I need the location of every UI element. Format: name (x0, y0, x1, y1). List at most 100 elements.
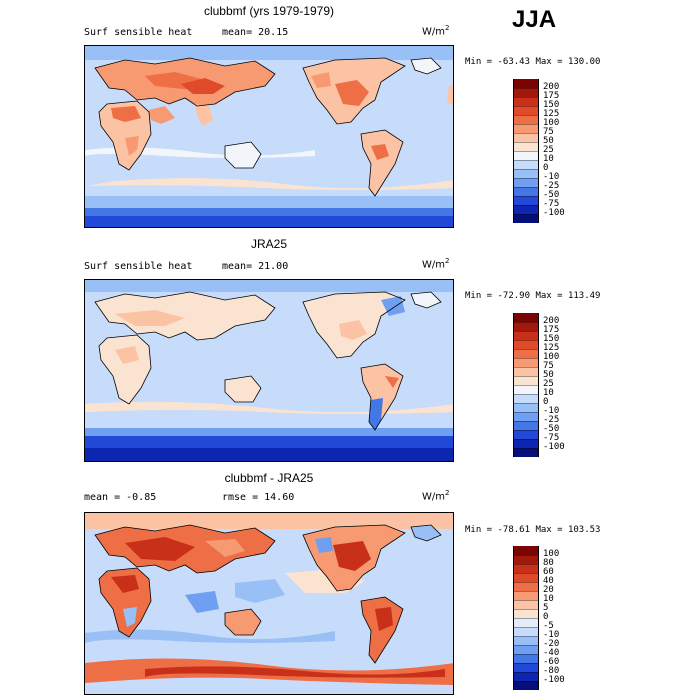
colorbar-swatch (514, 196, 538, 205)
colorbar-label: 20 (543, 585, 554, 595)
colorbar-label: -60 (543, 657, 560, 667)
colorbar-swatch (514, 582, 538, 591)
colorbar-label: 0 (543, 397, 549, 407)
mean-label: mean = -0.85 (84, 492, 157, 503)
colorbar-swatch (514, 115, 538, 124)
colorbar-swatch (514, 349, 538, 358)
colorbar-swatch (514, 313, 538, 322)
panel-title: JRA25 (250, 237, 288, 251)
colorbar-label: -10 (543, 172, 560, 182)
colorbar-label: 50 (543, 136, 554, 146)
colorbar-label: -10 (543, 630, 560, 640)
min-max-label: Min = -63.43 Max = 130.00 (465, 57, 601, 67)
colorbar-swatch (514, 627, 538, 636)
map-reference (84, 279, 454, 462)
colorbar-label: 125 (543, 343, 560, 353)
colorbar-label: 75 (543, 361, 554, 371)
colorbar-swatch (514, 151, 538, 160)
colorbar-label: -100 (543, 442, 565, 452)
colorbar-swatch (514, 564, 538, 573)
colorbar-swatch (514, 654, 538, 663)
colorbar-label: 60 (543, 567, 554, 577)
colorbar-swatch (514, 367, 538, 376)
colorbar-swatch (514, 439, 538, 448)
map-reference-svg (85, 280, 453, 461)
field-label: Surf sensible heat (84, 261, 193, 272)
colorbar-label: 10 (543, 594, 554, 604)
colorbar-swatch (514, 322, 538, 331)
colorbar-label: -50 (543, 424, 560, 434)
colorbar-swatch (514, 88, 538, 97)
unit-label: W/m2 (422, 489, 450, 503)
map-difference-svg (85, 513, 453, 694)
field-label: Surf sensible heat (84, 27, 193, 38)
colorbar-swatch (514, 394, 538, 403)
colorbar-swatch (514, 663, 538, 672)
colorbar-label: -50 (543, 190, 560, 200)
colorbar-label: 0 (543, 612, 549, 622)
colorbar-swatch (514, 546, 538, 555)
colorbar-swatch (514, 106, 538, 115)
colorbar-swatch (514, 573, 538, 582)
colorbar-label: 40 (543, 576, 554, 586)
map-model (84, 45, 454, 228)
map-difference (84, 512, 454, 695)
colorbar-label: 10 (543, 154, 554, 164)
colorbar-swatch (514, 187, 538, 196)
colorbar-swatch (514, 600, 538, 609)
min-max-label: Min = -78.61 Max = 103.53 (465, 525, 601, 535)
colorbar-label: 50 (543, 370, 554, 380)
min-max-label: Min = -72.90 Max = 113.49 (465, 291, 601, 301)
colorbar-swatch (514, 403, 538, 412)
colorbar-swatch (514, 421, 538, 430)
colorbar-label: -25 (543, 415, 560, 425)
panel-title: clubbmf (yrs 1979-1979) (203, 4, 335, 18)
colorbar-label: 125 (543, 109, 560, 119)
colorbar-swatch (514, 340, 538, 349)
colorbar-label: 10 (543, 388, 554, 398)
colorbar-label: 5 (543, 603, 549, 613)
mean-label: mean= 21.00 (222, 261, 289, 272)
colorbar-swatch (514, 160, 538, 169)
colorbar-label: -5 (543, 621, 554, 631)
colorbar-swatch (514, 205, 538, 214)
colorbar-swatch (514, 331, 538, 340)
colorbar-label: 100 (543, 549, 560, 559)
colorbar-swatch (514, 376, 538, 385)
colorbar-label: -80 (543, 666, 560, 676)
colorbar-label: -75 (543, 199, 560, 209)
colorbar-swatch (514, 672, 538, 681)
colorbar-swatch (514, 448, 538, 457)
season-label: JJA (512, 6, 557, 33)
colorbar-swatch (514, 178, 538, 187)
colorbar-swatch (514, 555, 538, 564)
colorbar-label: 0 (543, 163, 549, 173)
colorbar-label: 200 (543, 82, 560, 92)
colorbar-label: -75 (543, 433, 560, 443)
unit-label: W/m2 (422, 24, 450, 38)
colorbar-swatch (514, 79, 538, 88)
colorbar-swatches (513, 546, 539, 690)
colorbar-swatch (514, 214, 538, 223)
colorbar-label: -10 (543, 406, 560, 416)
map-model-svg (85, 46, 453, 227)
colorbar-swatch (514, 97, 538, 106)
rmse-label: rmse = 14.60 (222, 492, 295, 503)
mean-label: mean= 20.15 (222, 27, 289, 38)
colorbar-swatch (514, 142, 538, 151)
colorbar-label: 150 (543, 100, 560, 110)
colorbar-swatch (514, 385, 538, 394)
colorbar-swatch (514, 124, 538, 133)
colorbar-swatches (513, 79, 539, 223)
colorbar-label: -100 (543, 675, 565, 685)
colorbar-label: 150 (543, 334, 560, 344)
colorbar-label: -20 (543, 639, 560, 649)
unit-label: W/m2 (422, 257, 450, 271)
colorbar-label: -25 (543, 181, 560, 191)
colorbar-swatch (514, 636, 538, 645)
colorbar-label: -100 (543, 208, 565, 218)
colorbar-label: 175 (543, 325, 560, 335)
colorbar-swatch (514, 430, 538, 439)
colorbar-label: 25 (543, 145, 554, 155)
colorbar-label: 75 (543, 127, 554, 137)
